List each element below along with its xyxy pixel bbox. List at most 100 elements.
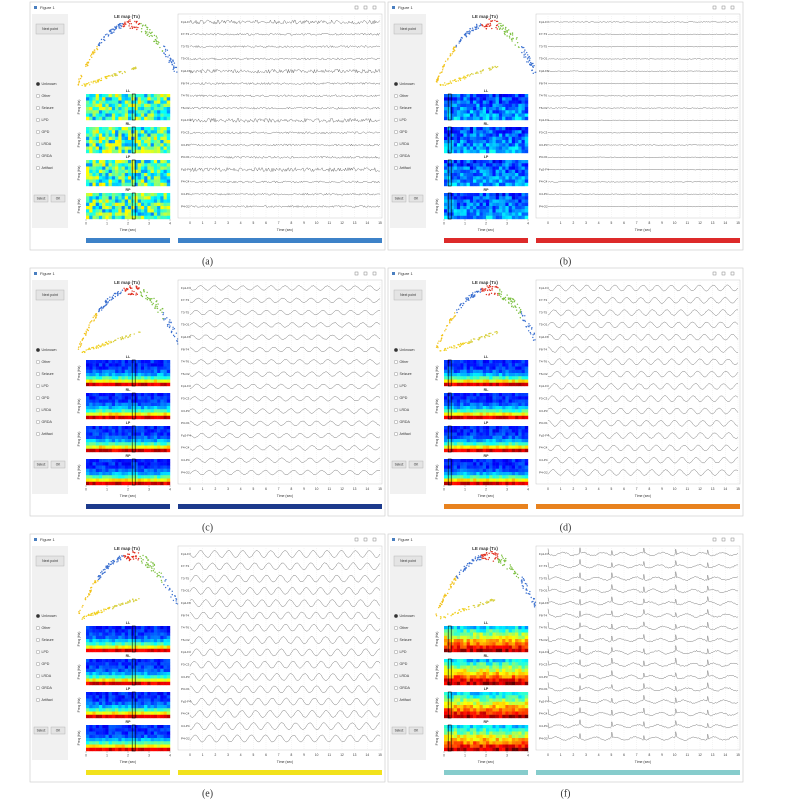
window-control[interactable] (363, 537, 368, 542)
spectrogram-cell (489, 366, 493, 370)
next-button[interactable] (35, 555, 65, 567)
radio[interactable] (36, 165, 41, 170)
small-button[interactable] (50, 194, 66, 203)
window-control[interactable] (363, 271, 368, 276)
spectrogram-cell (105, 146, 109, 150)
window-control[interactable] (354, 271, 359, 276)
radio[interactable] (36, 105, 41, 110)
radio[interactable] (36, 686, 41, 691)
spectrogram-cell (95, 140, 100, 144)
window-control[interactable] (712, 5, 717, 10)
radio[interactable] (36, 348, 41, 353)
eeg-trace (547, 444, 739, 452)
radio[interactable] (36, 432, 41, 437)
small-button[interactable] (50, 726, 66, 735)
radio[interactable] (36, 420, 41, 425)
radio[interactable] (394, 372, 399, 377)
radio[interactable] (36, 141, 41, 146)
radio[interactable] (394, 93, 399, 98)
radio[interactable] (394, 117, 399, 122)
eeg-trace (189, 371, 381, 377)
radio[interactable] (36, 662, 41, 667)
radio[interactable] (36, 408, 41, 413)
radio[interactable] (36, 93, 41, 98)
radio[interactable] (36, 384, 41, 389)
radio[interactable] (394, 408, 399, 413)
radio[interactable] (36, 614, 41, 619)
radio[interactable] (36, 372, 41, 377)
radio[interactable] (36, 81, 41, 86)
window-control[interactable] (730, 271, 735, 276)
radio[interactable] (394, 153, 399, 158)
spectrogram-cell (524, 100, 529, 104)
window-control[interactable] (712, 271, 717, 276)
radio[interactable] (394, 129, 399, 134)
radio[interactable] (394, 360, 399, 365)
spectrogram-cell (95, 212, 100, 216)
map-point (129, 286, 131, 289)
spectrogram-cell (476, 143, 480, 147)
spectrogram-cell (460, 382, 464, 387)
small-button[interactable] (33, 194, 49, 203)
window-control[interactable] (354, 537, 359, 542)
small-button[interactable] (408, 460, 424, 469)
small-button[interactable] (391, 460, 407, 469)
radio[interactable] (394, 396, 399, 401)
radio[interactable] (394, 432, 399, 437)
radio[interactable] (394, 420, 399, 425)
window-control[interactable] (363, 5, 368, 10)
radio[interactable] (36, 360, 41, 365)
radio[interactable] (36, 698, 41, 703)
spectrogram-cell (476, 166, 480, 170)
window-control[interactable] (372, 537, 377, 542)
radio[interactable] (36, 396, 41, 401)
window-control[interactable] (372, 5, 377, 10)
spec-tick-label: 3 (148, 221, 150, 225)
spectrogram-cell (473, 160, 477, 164)
window-control[interactable] (721, 5, 726, 10)
next-button[interactable] (35, 289, 65, 301)
radio[interactable] (36, 674, 41, 679)
window-control[interactable] (721, 271, 726, 276)
radio[interactable] (36, 153, 41, 158)
eeg-tick-label: 4 (240, 487, 242, 491)
map-point (465, 299, 468, 301)
next-button[interactable] (35, 23, 65, 35)
radio[interactable] (36, 129, 41, 134)
spectrogram-cell (134, 160, 138, 164)
spectrogram-cell (108, 382, 113, 387)
small-button[interactable] (33, 460, 49, 469)
small-button[interactable] (391, 194, 407, 203)
map-point (512, 37, 514, 40)
radio[interactable] (394, 105, 399, 110)
spectrogram-cell (508, 143, 513, 147)
eeg-frame (535, 279, 741, 485)
spectrogram-cell (105, 448, 109, 453)
radio[interactable] (394, 165, 399, 170)
small-button[interactable] (33, 726, 49, 735)
radio[interactable] (36, 638, 41, 643)
spectrogram-cell (108, 399, 113, 403)
spectrogram-cell (134, 140, 138, 144)
radio[interactable] (394, 348, 399, 353)
next-button[interactable] (393, 289, 423, 301)
map-point (174, 66, 177, 69)
radio[interactable] (36, 626, 41, 631)
spectrogram-cell (473, 369, 477, 374)
radio[interactable] (394, 141, 399, 146)
window-control[interactable] (730, 5, 735, 10)
small-button[interactable] (408, 194, 424, 203)
window-control[interactable] (372, 271, 377, 276)
spectrogram-cell (524, 173, 529, 177)
spectrogram-cell (98, 475, 103, 479)
radio[interactable] (36, 117, 41, 122)
window-control[interactable] (354, 5, 359, 10)
spectrogram-cell (453, 465, 458, 469)
small-button[interactable] (50, 460, 66, 469)
radio[interactable] (394, 81, 399, 86)
spectrogram-cell (115, 94, 119, 98)
radio[interactable] (394, 384, 399, 389)
spectrogram-cell (479, 136, 483, 141)
next-button[interactable] (393, 23, 423, 35)
radio[interactable] (36, 650, 41, 655)
